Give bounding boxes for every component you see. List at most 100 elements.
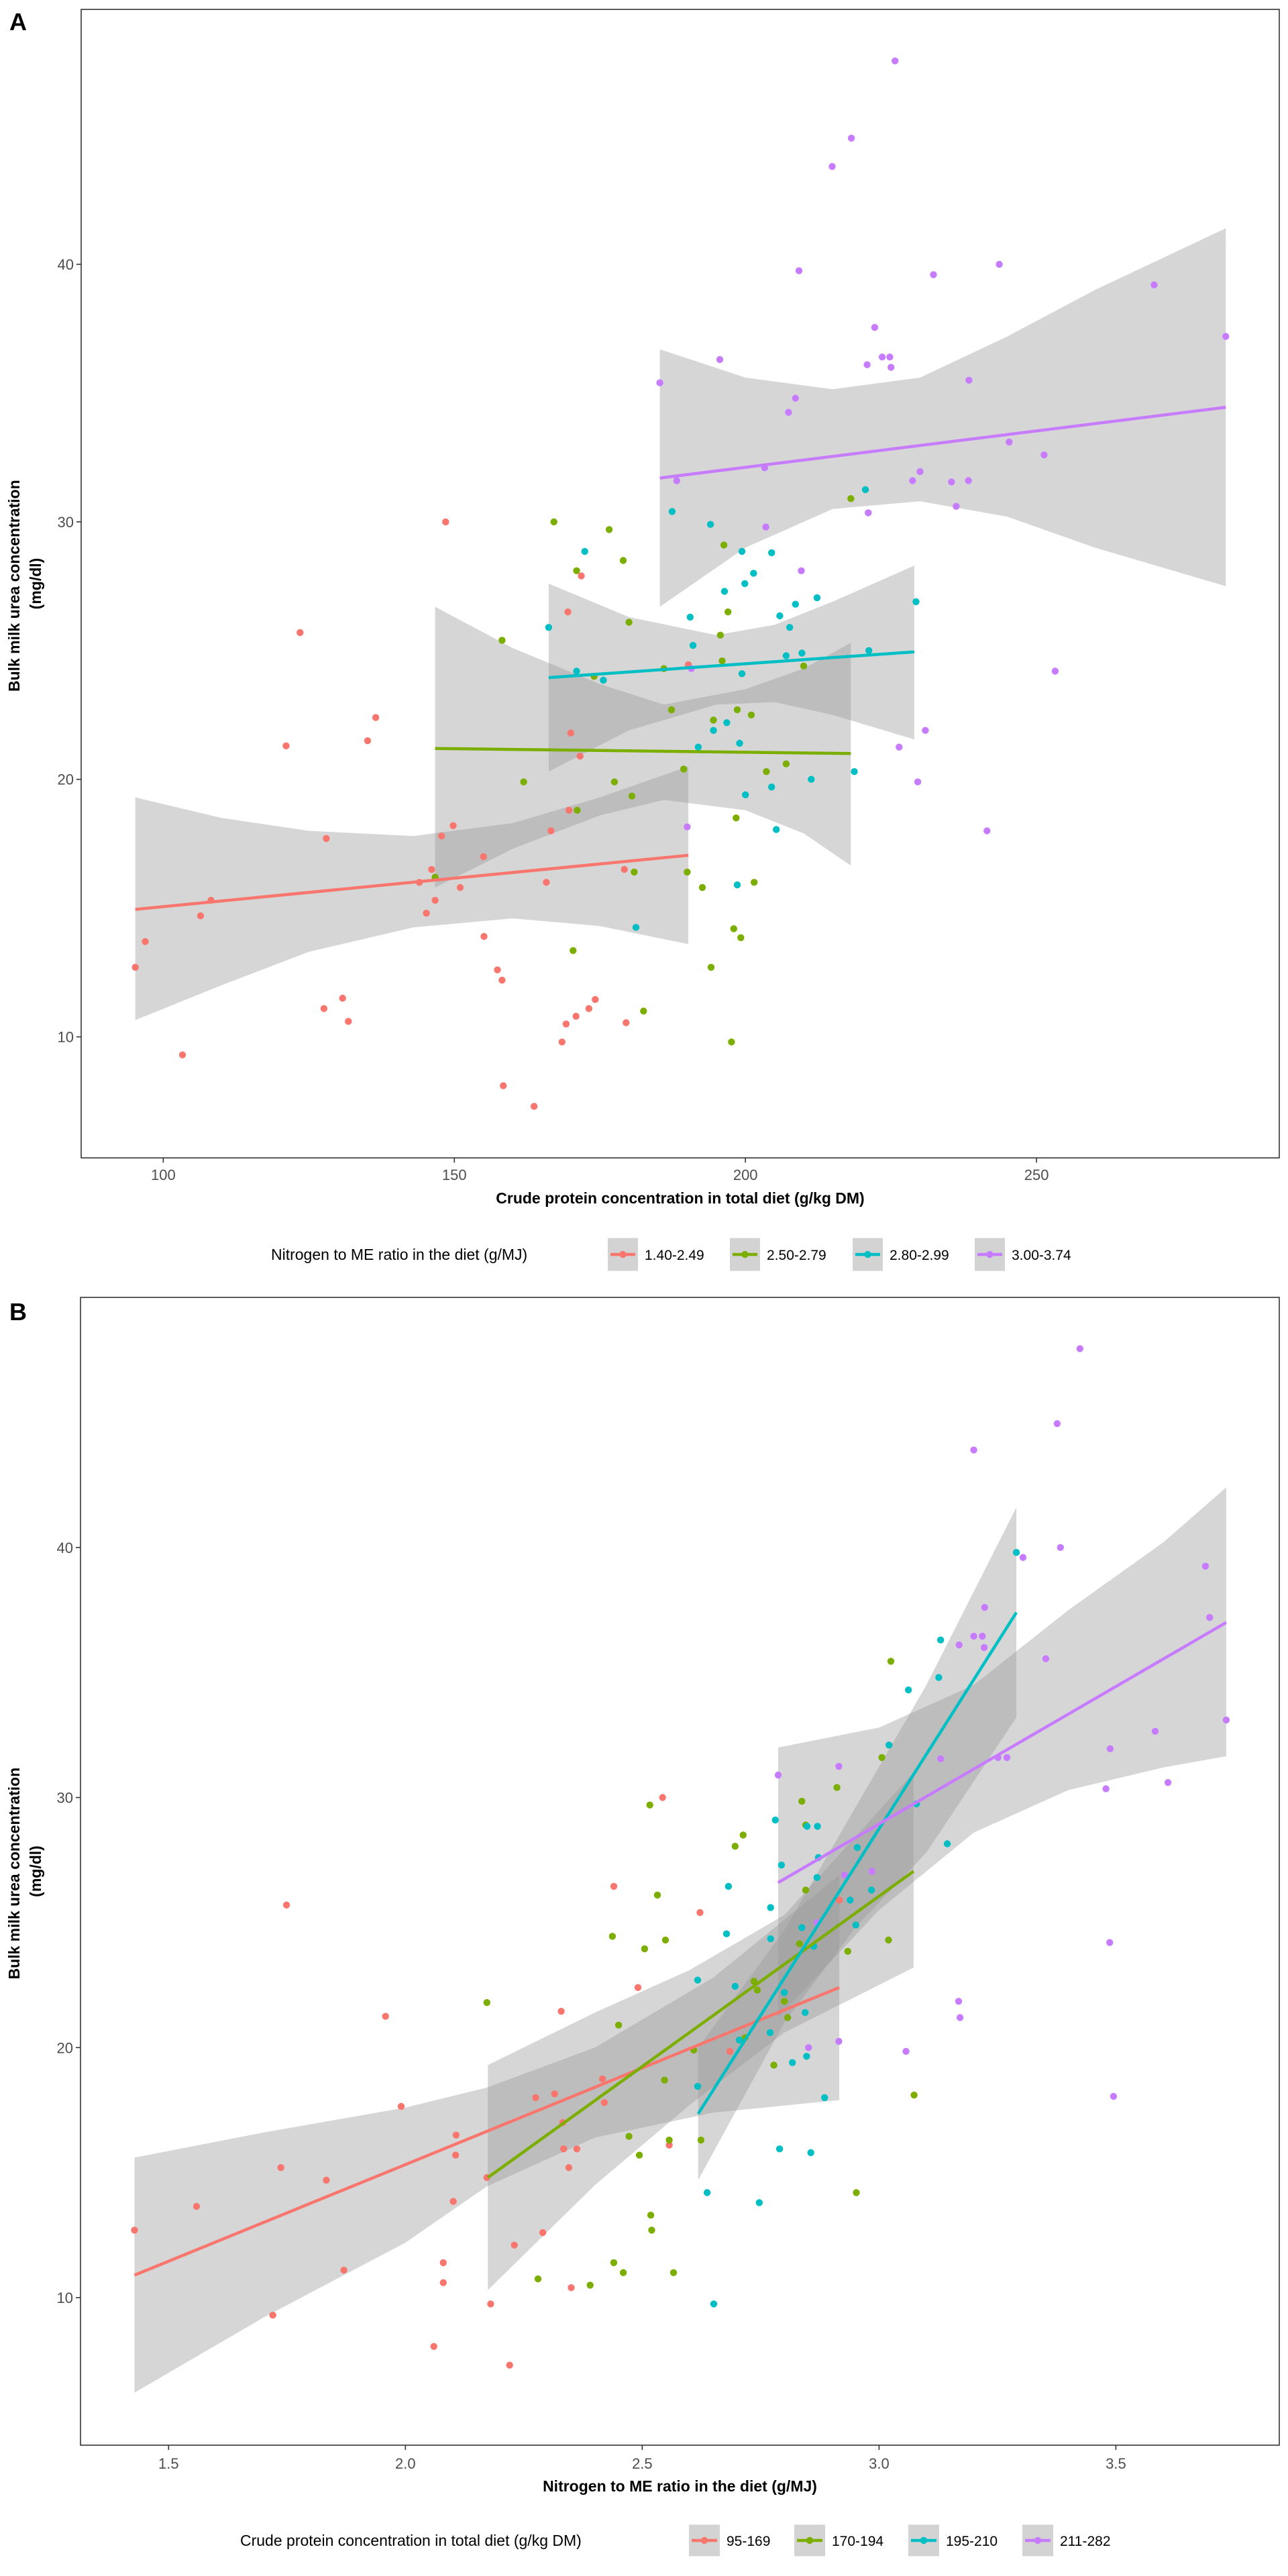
y-axis-title-line-1: Bulk milk urea concentration — [5, 1768, 23, 1980]
data-point-195-210 — [1012, 1549, 1020, 1556]
data-point-2-80-2-99 — [710, 727, 717, 735]
data-point-195-210 — [777, 1862, 786, 1869]
data-point-2-50-2-79 — [733, 706, 741, 714]
data-point-211-282 — [970, 1446, 977, 1454]
data-point-211-282 — [1106, 1939, 1114, 1946]
data-point-195-210 — [766, 2029, 774, 2037]
data-point-195-210 — [710, 2300, 718, 2308]
data-point-95-169 — [696, 1909, 704, 1917]
legend-key-point — [806, 2536, 814, 2544]
legend-key-point — [741, 1250, 749, 1258]
data-point-211-282 — [1042, 1655, 1050, 1662]
data-point-170-194 — [781, 1998, 788, 2005]
x-tick-label: 2.0 — [395, 2455, 416, 2472]
legend-label: 211-282 — [1060, 2534, 1111, 2549]
data-point-195-210 — [814, 1823, 821, 1830]
data-point-2-50-2-79 — [730, 925, 738, 932]
panel-label-b: B — [9, 1298, 27, 1326]
data-point-170-194 — [753, 1986, 761, 1994]
data-point-1-40-2-49 — [423, 910, 430, 917]
data-point-170-194 — [784, 2014, 792, 2021]
data-point-2-80-2-99 — [865, 647, 873, 654]
data-point-1-40-2-49 — [572, 1012, 580, 1020]
data-point-95-169 — [511, 2241, 518, 2249]
data-point-2-50-2-79 — [707, 963, 715, 971]
fit-line-layer — [135, 405, 1226, 911]
legend: Crude protein concentration in total die… — [240, 2524, 1111, 2557]
y-tick-label: 30 — [58, 514, 74, 531]
data-point-3-00-3-74 — [996, 260, 1003, 268]
data-point-195-210 — [803, 1823, 811, 1830]
data-point-195-210 — [885, 1741, 893, 1749]
data-point-2-50-2-79 — [763, 768, 770, 775]
ribbon-layer — [135, 228, 1226, 1020]
data-point-3-00-3-74 — [892, 57, 899, 65]
data-point-211-282 — [1222, 1716, 1230, 1724]
data-point-195-210 — [821, 2094, 828, 2102]
data-point-211-282 — [805, 2044, 812, 2051]
x-tick-label: 150 — [442, 1167, 467, 1183]
data-point-3-00-3-74 — [1150, 281, 1158, 288]
data-point-2-80-2-99 — [686, 613, 694, 621]
regression-line-1-40-2-49 — [135, 853, 689, 911]
legend-item-3-00-3-74: 3.00-3.74 — [975, 1238, 1071, 1271]
data-point-1-40-2-49 — [592, 996, 599, 1004]
legend-label: 2.50-2.79 — [767, 1248, 826, 1263]
data-point-1-40-2-49 — [585, 1005, 592, 1012]
data-point-2-50-2-79 — [625, 619, 633, 626]
data-point-211-282 — [1206, 1613, 1214, 1621]
x-tick-label: 3.0 — [869, 2455, 890, 2472]
data-point-195-210 — [722, 1930, 731, 1937]
data-point-170-194 — [661, 1936, 669, 1944]
data-point-2-80-2-99 — [573, 667, 580, 675]
data-point-2-50-2-79 — [574, 806, 581, 814]
data-point-170-194 — [635, 2151, 643, 2159]
data-point-2-50-2-79 — [628, 792, 636, 800]
data-point-2-50-2-79 — [573, 567, 580, 574]
legend-title: Crude protein concentration in total die… — [240, 2532, 582, 2549]
data-point-2-50-2-79 — [640, 1008, 647, 1015]
data-point-2-80-2-99 — [741, 580, 749, 588]
y-axis-title-line-1: Bulk milk urea concentration — [5, 480, 23, 692]
y-axis-title: Bulk milk urea concentration (mg/dl) — [5, 476, 44, 692]
data-point-2-80-2-99 — [720, 588, 729, 595]
data-point-3-00-3-74 — [909, 477, 916, 484]
legend-item-2-50-2-79: 2.50-2.79 — [730, 1238, 826, 1271]
data-point-1-40-2-49 — [320, 1005, 328, 1012]
data-point-95-169 — [560, 2145, 568, 2153]
data-point-170-194 — [625, 2133, 633, 2140]
data-point-211-282 — [970, 1632, 977, 1640]
data-point-170-194 — [653, 1891, 661, 1899]
data-point-195-210 — [807, 2149, 814, 2157]
y-axis-title-line-2: (mg/dl) — [27, 558, 44, 610]
legend-item-95-169: 95-169 — [689, 2524, 770, 2557]
data-point-2-80-2-99 — [768, 784, 775, 791]
data-point-2-50-2-79 — [751, 879, 758, 886]
y-tick-label: 10 — [57, 2290, 73, 2306]
data-point-2-80-2-99 — [912, 598, 920, 606]
data-point-3-00-3-74 — [1006, 438, 1013, 446]
data-point-1-40-2-49 — [578, 572, 585, 580]
data-point-195-210 — [767, 1904, 774, 1911]
data-point-2-80-2-99 — [792, 600, 800, 608]
data-point-1-40-2-49 — [364, 737, 372, 745]
data-point-1-40-2-49 — [442, 518, 449, 526]
data-point-2-50-2-79 — [550, 518, 557, 526]
data-point-95-169 — [452, 2151, 460, 2159]
data-point-1-40-2-49 — [323, 835, 330, 843]
data-point-170-194 — [648, 2226, 655, 2234]
data-point-95-169 — [340, 2266, 347, 2274]
data-point-1-40-2-49 — [197, 912, 205, 920]
data-point-211-282 — [1057, 1544, 1065, 1551]
data-point-211-282 — [1106, 1745, 1114, 1752]
x-axis-ticks: 1.5 2.0 2.5 3.0 3.5 — [158, 2445, 1126, 2472]
data-point-2-80-2-99 — [786, 624, 794, 631]
data-point-1-40-2-49 — [142, 938, 149, 945]
data-point-170-194 — [770, 2061, 777, 2069]
data-point-1-40-2-49 — [431, 896, 439, 904]
data-point-195-210 — [767, 1935, 774, 1943]
data-point-211-282 — [980, 1644, 988, 1652]
data-point-3-00-3-74 — [871, 323, 879, 331]
data-point-2-80-2-99 — [768, 549, 775, 557]
data-point-95-169 — [439, 2279, 447, 2286]
